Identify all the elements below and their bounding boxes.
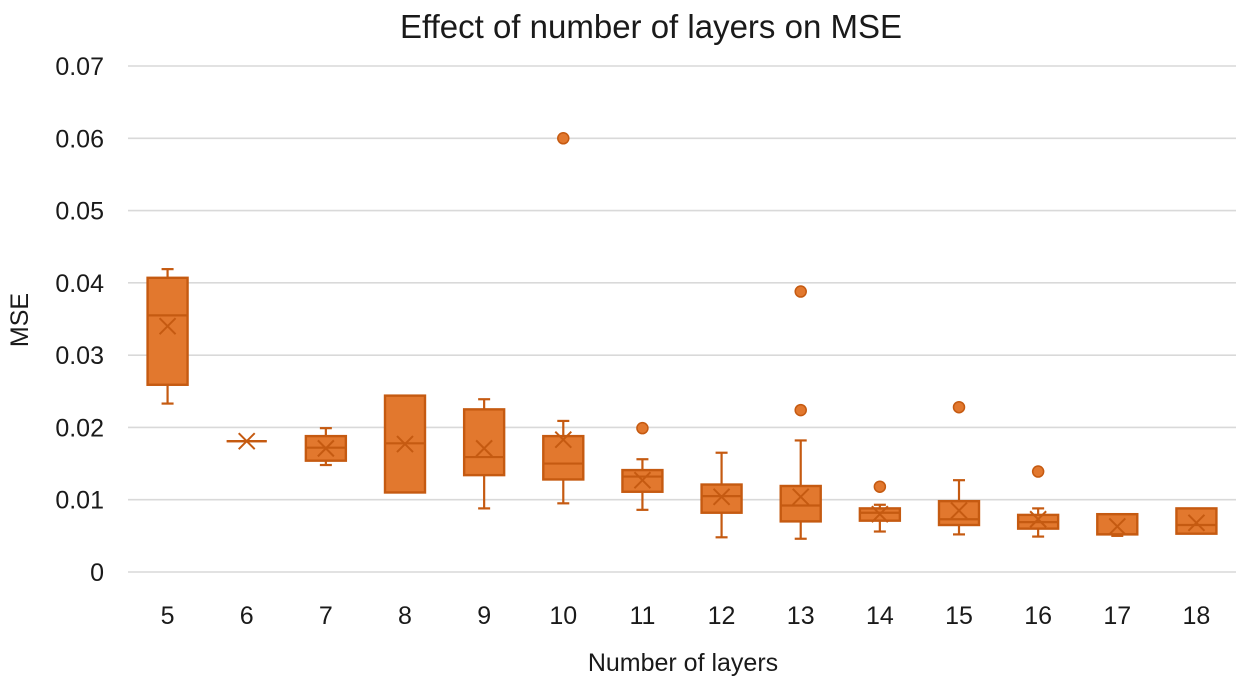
box-15 bbox=[937, 400, 981, 536]
x-tick-label: 18 bbox=[1183, 602, 1211, 630]
box-5 bbox=[146, 268, 189, 405]
mean-marker bbox=[475, 439, 493, 458]
boxes bbox=[146, 132, 1218, 540]
outlier-point bbox=[1031, 465, 1045, 478]
x-tick-label: 12 bbox=[708, 602, 736, 630]
box-9 bbox=[462, 398, 506, 510]
x-tick-label: 11 bbox=[629, 602, 655, 630]
chart-title: Effect of number of layers on MSE bbox=[400, 8, 902, 45]
x-tick-label: 16 bbox=[1024, 602, 1052, 630]
x-tick-label: 10 bbox=[549, 602, 577, 630]
mean-marker bbox=[1029, 510, 1047, 528]
mean-marker bbox=[317, 439, 335, 458]
outlier-point bbox=[794, 403, 807, 417]
y-tick-label: 0.03 bbox=[55, 342, 104, 370]
mean-marker bbox=[1108, 517, 1126, 536]
mean-marker bbox=[396, 435, 414, 453]
outlier-point bbox=[952, 400, 966, 414]
box-body bbox=[779, 484, 822, 523]
outlier-point bbox=[557, 132, 570, 145]
y-tick-label: 0.01 bbox=[55, 487, 104, 515]
y-tick-label: 0 bbox=[90, 559, 104, 587]
box-7 bbox=[304, 427, 348, 467]
box-14 bbox=[858, 480, 902, 533]
box-6 bbox=[226, 432, 267, 450]
box-body bbox=[542, 434, 585, 481]
y-axis-label: MSE bbox=[6, 293, 34, 347]
box-12 bbox=[700, 451, 743, 539]
x-tick-label: 9 bbox=[477, 602, 491, 630]
mean-marker bbox=[554, 431, 572, 449]
mean-marker bbox=[792, 488, 810, 506]
x-tick-label: 8 bbox=[398, 602, 412, 630]
x-tick-label: 17 bbox=[1103, 602, 1131, 630]
x-tick-label: 14 bbox=[866, 602, 894, 630]
box-body bbox=[700, 483, 743, 514]
box-10 bbox=[542, 132, 585, 505]
y-axis-ticks: 0 0.01 0.02 0.03 0.04 0.05 0.06 0.07 bbox=[55, 53, 104, 587]
box-16 bbox=[1016, 465, 1060, 538]
mean-marker bbox=[158, 317, 177, 335]
outlier-point bbox=[794, 285, 807, 298]
outlier-point bbox=[873, 480, 887, 493]
y-tick-label: 0.05 bbox=[55, 198, 104, 226]
x-tick-label: 5 bbox=[161, 602, 175, 630]
x-tick-label: 6 bbox=[240, 602, 254, 630]
gridlines bbox=[128, 65, 1236, 573]
mean-marker bbox=[712, 488, 731, 506]
x-tick-label: 15 bbox=[945, 602, 973, 630]
box-body bbox=[937, 499, 981, 527]
mean-marker bbox=[238, 432, 256, 450]
x-tick-label: 7 bbox=[319, 602, 333, 630]
x-tick-label: 13 bbox=[787, 602, 815, 630]
mean-marker bbox=[1187, 514, 1206, 532]
x-axis-label: Number of layers bbox=[588, 649, 778, 677]
box-body bbox=[146, 276, 189, 386]
mean-marker bbox=[950, 501, 968, 520]
mean-marker bbox=[871, 505, 889, 523]
x-axis-ticks: 5 6 7 8 9 10 11 12 13 14 15 16 17 18 bbox=[161, 602, 1211, 630]
y-tick-label: 0.07 bbox=[55, 53, 104, 81]
box-body bbox=[1096, 512, 1139, 536]
box-body bbox=[462, 408, 506, 477]
box-13 bbox=[779, 285, 822, 540]
box-body bbox=[1175, 507, 1218, 535]
box-18 bbox=[1175, 507, 1218, 535]
y-tick-label: 0.04 bbox=[55, 270, 104, 298]
box-11 bbox=[621, 421, 664, 511]
mean-marker bbox=[633, 471, 652, 489]
y-tick-label: 0.06 bbox=[55, 125, 104, 153]
outlier-point bbox=[636, 421, 649, 435]
box-8 bbox=[383, 394, 427, 494]
y-tick-label: 0.02 bbox=[55, 414, 104, 442]
box-17 bbox=[1096, 512, 1139, 537]
